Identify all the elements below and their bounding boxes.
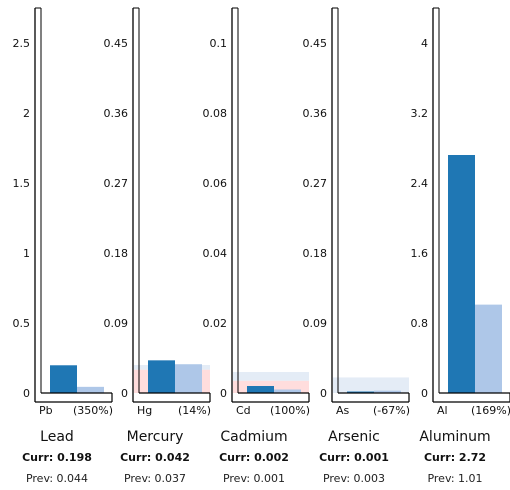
y-tick-label: 0.8	[411, 317, 429, 330]
bar-previous	[175, 364, 202, 393]
y-tick-label: 3.2	[411, 107, 429, 120]
current-value-label: Curr: 0.001	[319, 451, 389, 464]
previous-value-label: Prev: 0.003	[323, 472, 385, 485]
element-symbol: Pb	[39, 404, 53, 417]
previous-value-label: Prev: 0.044	[26, 472, 88, 485]
y-tick-label: 1.5	[13, 177, 31, 190]
y-tick-label: 1.6	[411, 247, 429, 260]
percent-change: (100%)	[270, 404, 310, 417]
y-tick-label: 0.45	[104, 37, 129, 50]
y-tick-label: 0.04	[203, 247, 228, 260]
percent-change: (14%)	[178, 404, 211, 417]
y-tick-label: 0.09	[303, 317, 328, 330]
bar-current	[247, 386, 274, 393]
y-tick-label: 0.1	[210, 37, 228, 50]
panel-arsenic: 0 0.09 0.18 0.27 0.36 0.45 As (-67%) Arsenic Curr…	[303, 7, 410, 485]
element-name: Aluminum	[419, 429, 490, 445]
element-symbol: Hg	[137, 404, 152, 417]
element-name: Lead	[40, 429, 74, 445]
y-tick-label: 0	[23, 387, 30, 400]
y-tick-label: 4	[421, 37, 428, 50]
panel-aluminum: 0 0.8 1.6 2.4 3.2 4 Al (169%) Aluminum Curr: 2.72…	[411, 7, 510, 485]
y-tick-label: 0	[320, 387, 327, 400]
current-value-label: Curr: 0.042	[120, 451, 190, 464]
element-name: Cadmium	[220, 429, 287, 445]
bar-current	[148, 360, 175, 393]
panel-cadmium: 0 0.02 0.04 0.06 0.08 0.1 Cd (100%) Cadmium Curr:…	[203, 7, 310, 485]
y-tick-label: 0.08	[203, 107, 228, 120]
y-tick-label: 1	[23, 247, 30, 260]
previous-value-label: Prev: 1.01	[427, 472, 482, 485]
reference-band	[233, 372, 309, 381]
current-value-label: Curr: 0.002	[219, 451, 289, 464]
y-tick-label: 2.4	[411, 177, 429, 190]
bar-current	[347, 391, 374, 393]
current-value-label: Curr: 2.72	[424, 451, 486, 464]
bar-previous	[77, 386, 104, 393]
bar-previous	[274, 389, 301, 393]
percent-change: (350%)	[73, 404, 113, 417]
y-tick-label: 0.45	[303, 37, 328, 50]
panel-lead: 0 0.5 1 1.5 2 2.5 Pb (350%) Lead Curr: 0.198 Prev:…	[13, 7, 113, 485]
element-symbol: As	[336, 404, 350, 417]
y-tick-label: 0.27	[303, 177, 328, 190]
bar-current	[50, 365, 77, 393]
bar-current	[448, 155, 475, 393]
y-tick-label: 0.06	[203, 177, 228, 190]
y-tick-label: 2.5	[13, 37, 31, 50]
y-tick-label: 0.18	[104, 247, 129, 260]
y-tick-label: 0	[421, 387, 428, 400]
current-value-label: Curr: 0.198	[22, 451, 92, 464]
element-symbol: Cd	[236, 404, 251, 417]
previous-value-label: Prev: 0.001	[223, 472, 285, 485]
y-tick-label: 0.5	[13, 317, 31, 330]
y-tick-label: 2	[23, 107, 30, 120]
panel-mercury: 0 0.09 0.18 0.27 0.36 0.45 Hg (14%) Mercury Curr:…	[104, 7, 211, 485]
y-tick-label: 0.09	[104, 317, 129, 330]
percent-change: (169%)	[471, 404, 510, 417]
element-symbol: Al	[437, 404, 448, 417]
y-tick-label: 0	[220, 387, 227, 400]
previous-value-label: Prev: 0.037	[124, 472, 186, 485]
bar-previous	[374, 390, 401, 393]
y-tick-label: 0	[121, 387, 128, 400]
element-name: Mercury	[127, 429, 184, 445]
element-name: Arsenic	[328, 429, 380, 445]
y-tick-label: 0.36	[104, 107, 129, 120]
bar-previous	[475, 304, 502, 393]
percent-change: (-67%)	[373, 404, 410, 417]
y-tick-label: 0.18	[303, 247, 328, 260]
y-tick-label: 0.36	[303, 107, 328, 120]
reference-band	[333, 377, 409, 393]
y-tick-label: 0.02	[203, 317, 228, 330]
y-tick-label: 0.27	[104, 177, 129, 190]
